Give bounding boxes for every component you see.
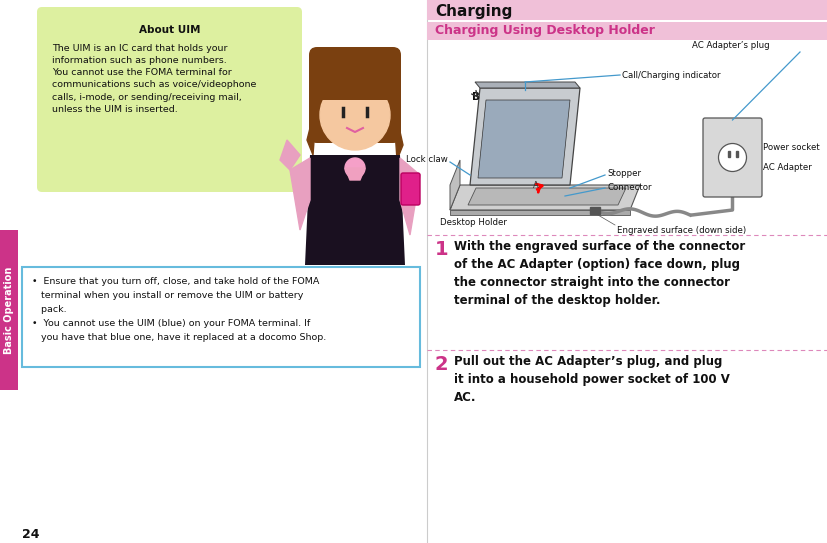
Polygon shape	[305, 155, 405, 265]
FancyBboxPatch shape	[37, 7, 302, 192]
Polygon shape	[735, 150, 738, 156]
FancyBboxPatch shape	[427, 22, 827, 40]
Text: 24: 24	[22, 528, 40, 541]
Text: you have that blue one, have it replaced at a docomo Shop.: you have that blue one, have it replaced…	[32, 333, 326, 342]
Circle shape	[320, 80, 390, 150]
Polygon shape	[728, 150, 729, 156]
Text: Stopper: Stopper	[607, 168, 641, 178]
FancyBboxPatch shape	[0, 230, 18, 390]
Polygon shape	[468, 188, 626, 205]
Text: Call/Charging indicator: Call/Charging indicator	[622, 71, 720, 79]
FancyBboxPatch shape	[314, 50, 396, 100]
Circle shape	[345, 158, 365, 178]
Text: The UIM is an IC card that holds your
information such as phone numbers.
You can: The UIM is an IC card that holds your in…	[52, 44, 256, 113]
Text: Pull out the AC Adapter’s plug, and plug
it into a household power socket of 100: Pull out the AC Adapter’s plug, and plug…	[454, 355, 730, 404]
Text: Basic Operation: Basic Operation	[4, 266, 14, 353]
Polygon shape	[290, 158, 310, 230]
FancyBboxPatch shape	[401, 173, 420, 205]
Circle shape	[719, 143, 747, 172]
Text: About UIM: About UIM	[139, 25, 200, 35]
Polygon shape	[475, 82, 580, 88]
Text: Power socket: Power socket	[763, 143, 820, 152]
Polygon shape	[280, 140, 300, 170]
Text: terminal when you install or remove the UIM or battery: terminal when you install or remove the …	[32, 291, 304, 300]
FancyBboxPatch shape	[22, 267, 420, 367]
Text: Charging Using Desktop Holder: Charging Using Desktop Holder	[435, 24, 655, 37]
FancyBboxPatch shape	[427, 0, 827, 20]
Text: With the engraved surface of the connector
of the AC Adapter (option) face down,: With the engraved surface of the connect…	[454, 240, 745, 307]
Text: pack.: pack.	[32, 305, 67, 314]
Text: Charging: Charging	[435, 4, 513, 19]
Text: 2: 2	[435, 355, 448, 374]
Text: Lock claw: Lock claw	[406, 155, 448, 165]
Text: 1: 1	[435, 240, 448, 259]
Polygon shape	[307, 100, 317, 155]
Polygon shape	[393, 100, 403, 160]
Text: AC Adapter: AC Adapter	[763, 163, 812, 172]
Polygon shape	[260, 170, 310, 195]
Polygon shape	[345, 168, 365, 180]
FancyBboxPatch shape	[309, 47, 401, 143]
Polygon shape	[478, 100, 570, 178]
Polygon shape	[400, 158, 420, 235]
Text: Engraved surface (down side): Engraved surface (down side)	[617, 226, 746, 235]
Polygon shape	[450, 185, 640, 210]
Text: •  Ensure that you turn off, close, and take hold of the FOMA: • Ensure that you turn off, close, and t…	[32, 277, 319, 286]
Polygon shape	[590, 207, 600, 214]
Text: Desktop Holder: Desktop Holder	[440, 218, 507, 227]
Text: B: B	[472, 92, 480, 102]
Text: AC Adapter’s plug: AC Adapter’s plug	[692, 41, 770, 50]
Text: •  You cannot use the UIM (blue) on your FOMA terminal. If: • You cannot use the UIM (blue) on your …	[32, 319, 310, 328]
FancyBboxPatch shape	[703, 118, 762, 197]
Text: A: A	[533, 181, 539, 191]
Polygon shape	[450, 210, 630, 215]
Text: Connector: Connector	[607, 184, 652, 193]
Polygon shape	[470, 88, 580, 185]
Polygon shape	[450, 160, 460, 210]
